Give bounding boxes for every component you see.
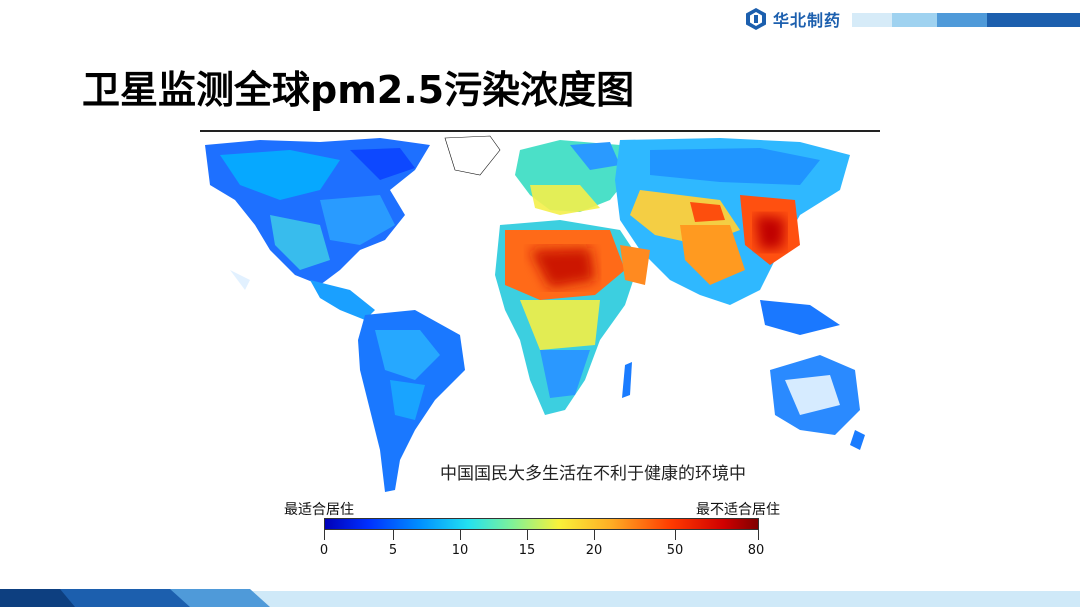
footer-bar — [0, 589, 1080, 607]
pm25-world-map: 中国国民大多生活在不利于健康的环境中 — [200, 130, 880, 493]
legend-low-label: 最适合居住 — [284, 502, 354, 518]
south-america-region — [358, 310, 465, 492]
legend-tick-label: 10 — [451, 543, 469, 558]
map-caption: 中国国民大多生活在不利于健康的环境中 — [440, 464, 746, 484]
legend-tick-label: 50 — [666, 543, 684, 558]
colorbar-tick — [460, 530, 461, 540]
brand-header: 华北制药 — [744, 6, 841, 32]
colorbar-tick — [393, 530, 394, 540]
australia-region — [770, 355, 860, 435]
legend-tick-label: 15 — [518, 543, 536, 558]
legend-high-label: 最不适合居住 — [696, 502, 780, 518]
colorbar-tick — [675, 530, 676, 540]
asia-region — [615, 138, 850, 305]
north-america-region — [205, 138, 430, 285]
africa-region — [495, 220, 650, 415]
pm25-legend: 最适合居住 最不适合居住 0 5 10 15 20 50 80 — [200, 493, 880, 559]
colorbar-tick — [758, 530, 759, 540]
pm25-colorbar — [324, 518, 759, 530]
colorbar-tick — [527, 530, 528, 540]
brand-stripes — [852, 13, 1080, 27]
colorbar-tick — [594, 530, 595, 540]
legend-tick-label: 5 — [388, 543, 398, 558]
europe-region — [515, 140, 630, 215]
legend-tick-label: 0 — [319, 543, 329, 558]
colorbar-tick — [324, 530, 325, 540]
brand-name: 华北制药 — [773, 11, 842, 30]
legend-tick-label: 80 — [747, 543, 765, 558]
world-map-graphic — [200, 130, 880, 492]
legend-tick-label: 20 — [585, 543, 603, 558]
brand-logo-icon — [746, 8, 766, 30]
page-title: 卫星监测全球pm2.5污染浓度图 — [82, 68, 635, 112]
